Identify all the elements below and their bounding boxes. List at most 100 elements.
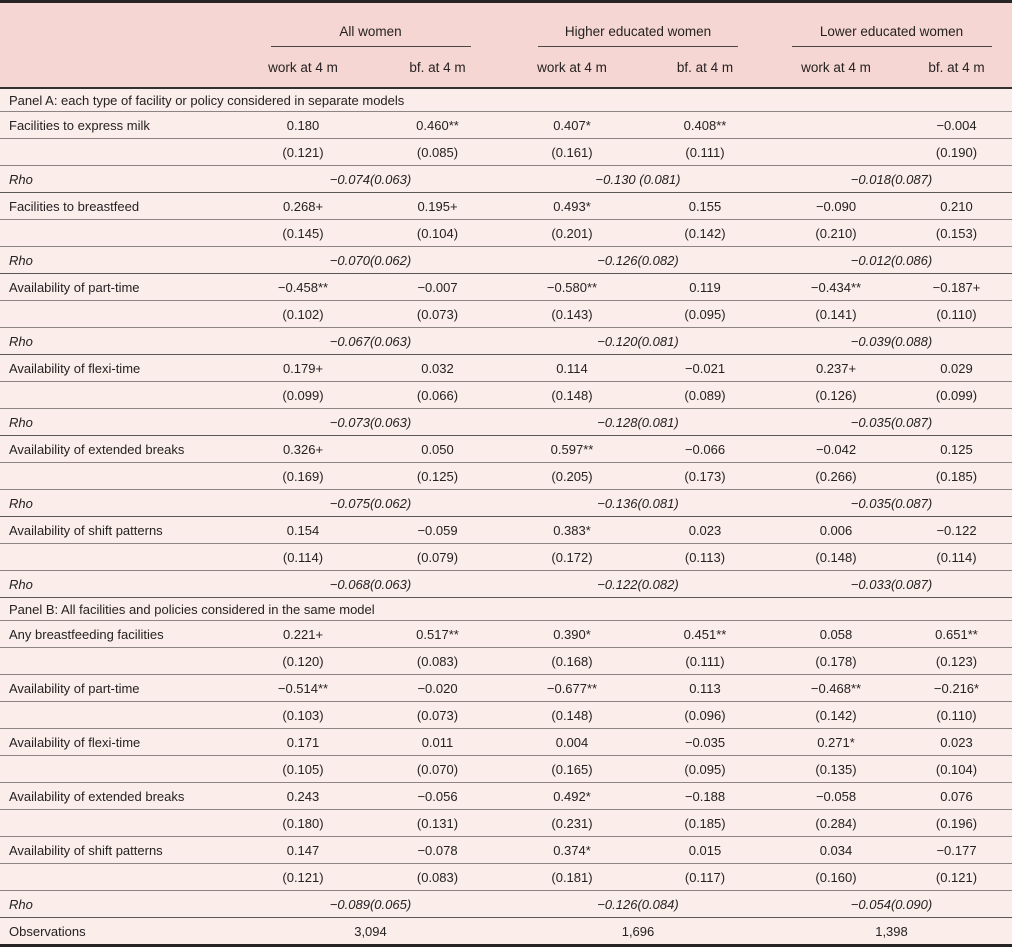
coef-cell: 0.651** [901,620,1012,648]
row-label: Availability of part-time [0,674,236,702]
coef-cell: 0.268+ [236,192,370,220]
row-label: Facilities to express milk [0,111,236,139]
subheader-work-at-4m: work at 4 m [505,47,639,89]
coef-cell: 0.180 [236,111,370,139]
coef-cell: −0.458** [236,273,370,301]
se-cell: (0.173) [639,462,771,490]
coef-cell: −0.078 [370,836,505,864]
se-cell: (0.120) [236,647,370,675]
se-cell: (0.145) [236,219,370,247]
subheader-work-at-4m: work at 4 m [771,47,901,89]
column-subheader-row: work at 4 m bf. at 4 m work at 4 m bf. a… [0,47,1012,89]
coefficient-row: Availability of flexi-time 0.179+ 0.032 0.1… [0,354,1012,382]
group-underline [791,46,992,47]
row-label-empty [0,755,236,783]
panel-b-title-row: Panel B: All facilities and policies con… [0,597,1012,621]
coef-cell: 0.451** [639,620,771,648]
rho-row: Rho −0.073(0.063) −0.128(0.081) −0.035(0.08… [0,408,1012,436]
standard-error-row: (0.102) (0.073) (0.143) (0.095) (0.141) (0.11… [0,300,1012,328]
subheader-bf-at-4m: bf. at 4 m [639,47,771,89]
coefficient-row: Availability of extended breaks 0.326+ 0.0… [0,435,1012,463]
coefficient-row: Availability of shift patterns 0.147 −0.07… [0,836,1012,864]
standard-error-row: (0.105) (0.070) (0.165) (0.095) (0.135) (0.10… [0,755,1012,783]
coef-cell: 0.597** [505,435,639,463]
se-cell: (0.095) [639,300,771,328]
row-label: Availability of extended breaks [0,782,236,810]
coef-cell: 0.114 [505,354,639,382]
coef-cell: −0.020 [370,674,505,702]
coef-cell: −0.021 [639,354,771,382]
coef-cell: −0.035 [639,728,771,756]
se-cell: (0.117) [639,863,771,891]
coef-cell: −0.090 [771,192,901,220]
coef-cell: 0.029 [901,354,1012,382]
se-cell: (0.099) [236,381,370,409]
coef-cell: 0.460** [370,111,505,139]
coef-cell: 0.374* [505,836,639,864]
se-cell: (0.180) [236,809,370,837]
coef-cell: 0.221+ [236,620,370,648]
rho-row: Rho −0.070(0.062) −0.126(0.082) −0.012(0.08… [0,246,1012,274]
se-cell: (0.178) [771,647,901,675]
rho-label: Rho [0,408,236,436]
rho-value: −0.136(0.081) [505,489,771,517]
rho-row: Rho −0.089(0.065) −0.126(0.084) −0.054(0.09… [0,890,1012,918]
se-cell [771,138,901,166]
rho-label: Rho [0,890,236,918]
coef-cell: −0.058 [771,782,901,810]
coef-cell: −0.059 [370,516,505,544]
coefficient-row: Facilities to breastfeed 0.268+ 0.195+ 0.49… [0,192,1012,220]
coef-cell: 0.492* [505,782,639,810]
row-label: Availability of part-time [0,273,236,301]
se-cell: (0.185) [639,809,771,837]
se-cell: (0.201) [505,219,639,247]
se-cell: (0.161) [505,138,639,166]
se-cell: (0.095) [639,755,771,783]
rho-value: −0.130 (0.081) [505,165,771,193]
coef-cell: 0.076 [901,782,1012,810]
rho-value: −0.070(0.062) [236,246,505,274]
se-cell: (0.266) [771,462,901,490]
coef-cell: 0.034 [771,836,901,864]
rho-label: Rho [0,489,236,517]
se-cell: (0.181) [505,863,639,891]
coefficient-row: Availability of shift patterns 0.154 −0.05… [0,516,1012,544]
row-label-empty [0,138,236,166]
standard-error-row: (0.120) (0.083) (0.168) (0.111) (0.178) (0.12… [0,647,1012,675]
se-cell: (0.099) [901,381,1012,409]
row-label: Availability of flexi-time [0,354,236,382]
row-label: Availability of flexi-time [0,728,236,756]
rho-value: −0.074(0.063) [236,165,505,193]
coef-cell: 0.004 [505,728,639,756]
coef-cell: 0.517** [370,620,505,648]
rho-value: −0.073(0.063) [236,408,505,436]
rho-value: −0.075(0.062) [236,489,505,517]
coef-cell: −0.580** [505,273,639,301]
rho-value: −0.126(0.082) [505,246,771,274]
rho-value: −0.035(0.087) [771,489,1012,517]
row-label: Any breastfeeding facilities [0,620,236,648]
coef-cell: 0.243 [236,782,370,810]
standard-error-row: (0.121) (0.083) (0.181) (0.117) (0.160) (0.12… [0,863,1012,891]
coef-cell: −0.122 [901,516,1012,544]
coef-cell: 0.493* [505,192,639,220]
row-label-empty [0,543,236,571]
se-cell: (0.143) [505,300,639,328]
row-label-empty [0,701,236,729]
rho-value: −0.068(0.063) [236,570,505,598]
se-cell: (0.190) [901,138,1012,166]
rho-label: Rho [0,570,236,598]
coef-cell: −0.177 [901,836,1012,864]
se-cell: (0.196) [901,809,1012,837]
coef-cell: 0.058 [771,620,901,648]
coef-cell: −0.434** [771,273,901,301]
rho-value: −0.054(0.090) [771,890,1012,918]
se-cell: (0.083) [370,863,505,891]
rho-label: Rho [0,246,236,274]
coef-cell: 0.147 [236,836,370,864]
se-cell: (0.142) [639,219,771,247]
rho-value: −0.012(0.086) [771,246,1012,274]
table-header: All women Higher educated women Lower ed… [0,3,1012,89]
observations-row: Observations 3,094 1,696 1,398 [0,918,1012,945]
